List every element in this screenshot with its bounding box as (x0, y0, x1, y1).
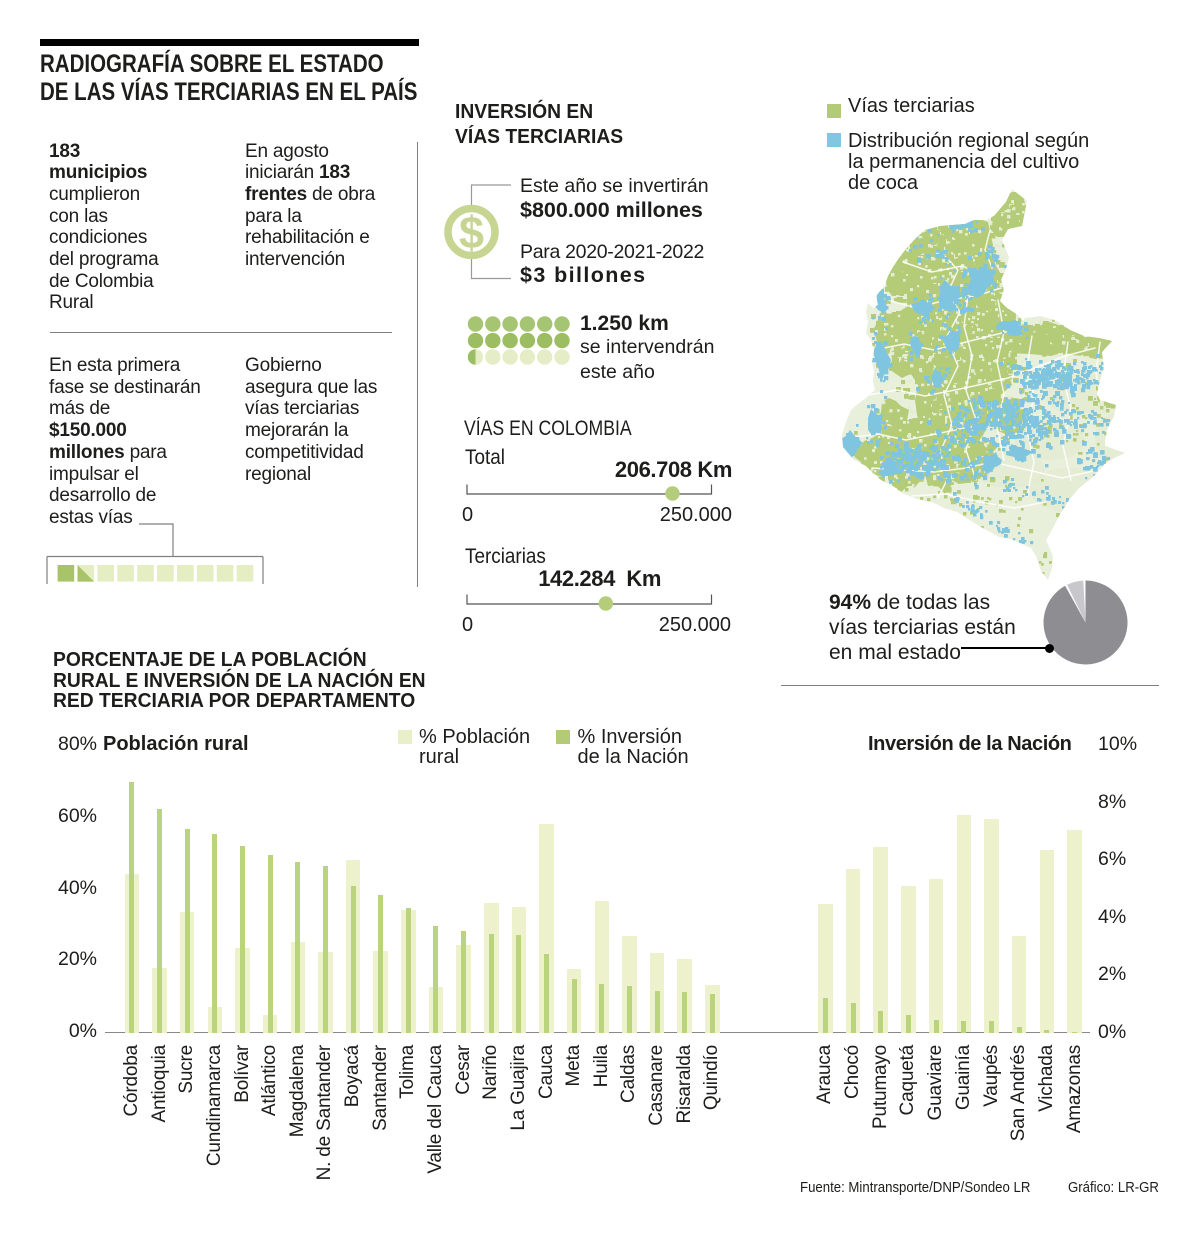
svg-text:$: $ (459, 207, 484, 258)
